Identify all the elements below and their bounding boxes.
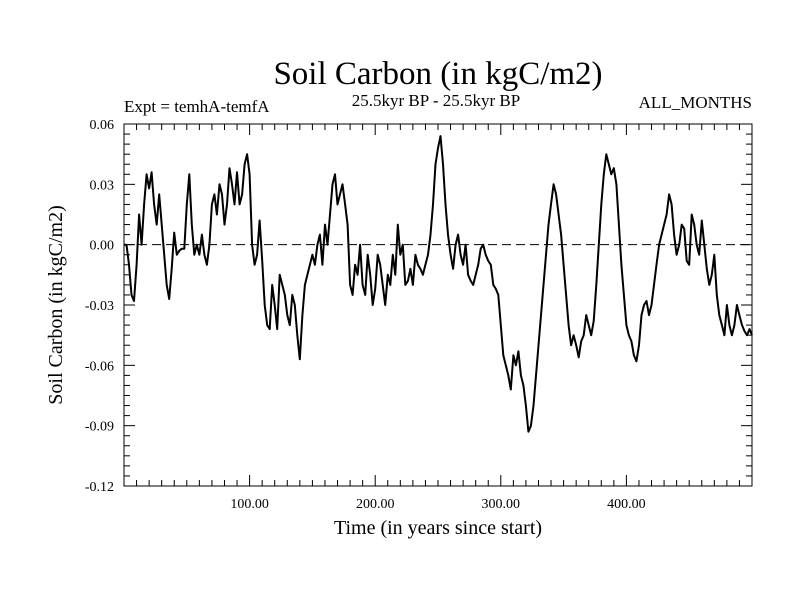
y-tick-label: 0.03 [90,178,115,193]
y-axis-label: Soil Carbon (in kgC/m2) [45,205,67,404]
period-label: 25.5kyr BP - 25.5kyr BP [352,91,520,110]
chart-title: Soil Carbon (in kgC/m2) [273,56,602,92]
x-tick-label: 300.00 [482,497,521,512]
months-label: ALL_MONTHS [639,93,752,112]
y-tick-label: -0.12 [85,480,114,495]
x-tick-labels: 100.00 200.00 300.00 400.00 [230,497,645,512]
experiment-label: Expt = temhA-temfA [124,97,270,116]
y-tick-label: 0.06 [90,118,115,133]
soil-carbon-series-line [124,135,753,433]
y-tick-label: -0.03 [85,299,114,314]
x-tick-label: 200.00 [356,497,395,512]
x-tick-label: 400.00 [607,497,646,512]
x-tick-label: 100.00 [230,497,269,512]
y-tick-label: -0.09 [85,420,114,435]
plot-frame [123,123,753,487]
y-tick-label: -0.06 [85,359,114,374]
y-tick-labels: 0.06 0.03 0.00 -0.03 -0.06 -0.09 -0.12 [85,118,114,495]
x-axis-label: Time (in years since start) [334,517,542,539]
y-tick-label: 0.00 [90,239,115,254]
tick-marks [124,123,752,487]
